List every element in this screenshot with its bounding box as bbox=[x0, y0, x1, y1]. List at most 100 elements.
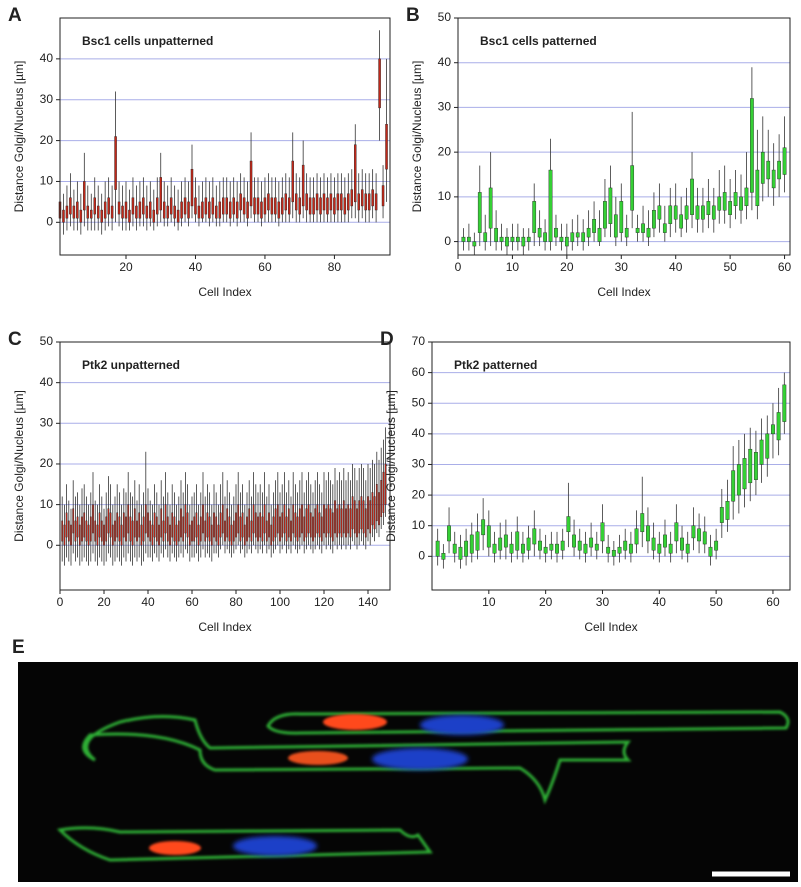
box bbox=[630, 165, 635, 211]
box bbox=[184, 504, 187, 534]
box bbox=[294, 193, 298, 211]
panel-label: B bbox=[406, 5, 420, 26]
x-axis-title: Cell Index bbox=[198, 620, 251, 634]
chart-panel: 0 10 20 30 40 50 0 10 20 30 40 50 60 Bsc1 cells patte… bbox=[406, 5, 792, 299]
box bbox=[197, 524, 200, 546]
box bbox=[714, 540, 719, 551]
box bbox=[72, 205, 76, 219]
box bbox=[342, 500, 345, 534]
box bbox=[204, 520, 207, 542]
box bbox=[706, 201, 711, 215]
box bbox=[736, 464, 741, 496]
box bbox=[176, 209, 180, 223]
box bbox=[210, 524, 213, 546]
box bbox=[93, 197, 96, 215]
box bbox=[350, 189, 354, 207]
box bbox=[374, 193, 378, 211]
x-tick-label: 50 bbox=[723, 260, 737, 274]
box bbox=[510, 236, 515, 242]
y-tick-label: 30 bbox=[438, 100, 452, 114]
box bbox=[74, 520, 77, 542]
box bbox=[291, 160, 294, 203]
box bbox=[731, 470, 736, 502]
box bbox=[100, 209, 103, 223]
box bbox=[458, 546, 463, 560]
box bbox=[641, 223, 645, 233]
x-tick-label: 30 bbox=[615, 260, 629, 274]
box bbox=[270, 197, 274, 215]
box bbox=[118, 516, 121, 542]
box bbox=[543, 546, 548, 554]
box bbox=[239, 516, 242, 542]
box bbox=[98, 512, 101, 538]
y-tick-label: 0 bbox=[444, 234, 451, 248]
box bbox=[201, 201, 204, 219]
box bbox=[367, 496, 369, 530]
box bbox=[600, 522, 605, 542]
box bbox=[329, 508, 332, 538]
box bbox=[329, 193, 333, 211]
box bbox=[153, 512, 156, 538]
box bbox=[526, 537, 531, 551]
box bbox=[246, 516, 248, 542]
box bbox=[538, 540, 542, 551]
box bbox=[133, 508, 136, 538]
box bbox=[322, 193, 326, 211]
box bbox=[586, 227, 591, 238]
box bbox=[138, 201, 142, 219]
box bbox=[307, 504, 310, 534]
box bbox=[509, 543, 514, 554]
box bbox=[276, 504, 279, 534]
box bbox=[640, 513, 645, 533]
box bbox=[315, 193, 319, 211]
box bbox=[572, 534, 576, 548]
panel-label: C bbox=[8, 329, 22, 350]
box bbox=[733, 192, 738, 207]
box bbox=[256, 197, 260, 215]
box bbox=[241, 512, 244, 538]
box bbox=[515, 531, 520, 551]
box bbox=[708, 546, 713, 557]
box bbox=[127, 504, 130, 534]
box bbox=[690, 178, 694, 215]
box bbox=[685, 543, 690, 554]
box bbox=[303, 516, 306, 542]
box bbox=[187, 201, 190, 219]
box bbox=[292, 504, 295, 534]
box bbox=[225, 197, 228, 215]
box bbox=[691, 525, 696, 539]
y-tick-label: 0 bbox=[46, 537, 53, 551]
box bbox=[623, 540, 628, 551]
box bbox=[657, 205, 662, 220]
y-tick-label: 20 bbox=[40, 456, 54, 470]
box bbox=[217, 524, 220, 546]
box bbox=[232, 520, 235, 542]
box bbox=[611, 549, 616, 557]
box bbox=[347, 504, 350, 534]
box bbox=[441, 553, 446, 560]
box bbox=[521, 236, 526, 247]
x-tick-label: 80 bbox=[229, 595, 243, 609]
box bbox=[72, 508, 75, 534]
box bbox=[142, 516, 145, 542]
box bbox=[85, 520, 88, 542]
box bbox=[566, 516, 571, 533]
box bbox=[250, 520, 253, 542]
box bbox=[327, 504, 330, 534]
box bbox=[608, 187, 613, 224]
box bbox=[305, 193, 308, 211]
box bbox=[336, 193, 340, 211]
box bbox=[589, 537, 594, 548]
box bbox=[208, 516, 211, 542]
box bbox=[742, 458, 747, 490]
plot-area bbox=[432, 342, 790, 590]
box bbox=[674, 522, 679, 542]
box bbox=[717, 196, 722, 211]
box bbox=[575, 232, 580, 238]
box bbox=[270, 524, 273, 546]
box bbox=[136, 520, 138, 542]
x-tick-label: 80 bbox=[328, 260, 342, 274]
box bbox=[222, 197, 225, 215]
box bbox=[697, 528, 702, 542]
